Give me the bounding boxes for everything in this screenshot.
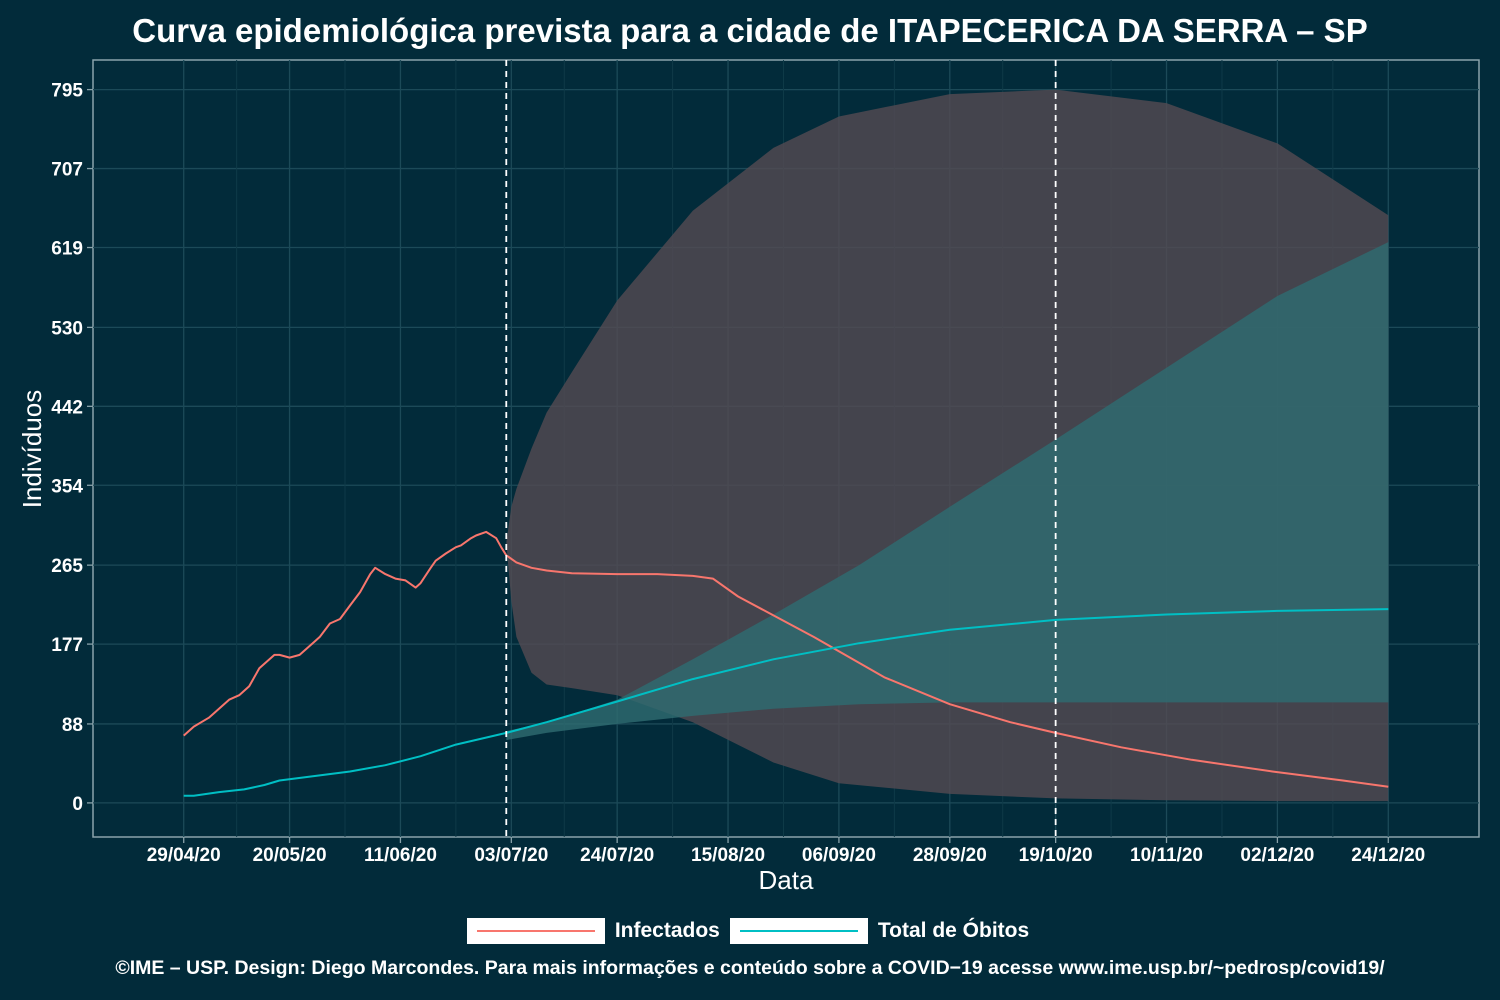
y-axis-title: Indivíduos [17,390,47,509]
x-tick-label: 24/12/20 [1351,845,1425,866]
y-tick-label: 707 [51,160,83,181]
y-tick-label: 0 [72,794,83,815]
line-total-obitos [183,608,1389,797]
x-tick-label: 02/12/20 [1240,845,1314,866]
x-tick-label: 15/08/20 [691,845,765,866]
legend-key-obitos [729,918,868,944]
x-tick-label: 10/11/20 [1130,845,1203,866]
confidence-bands [506,89,1389,802]
x-tick-label: 06/09/20 [802,845,876,866]
legend-label-infectados: Infectados [614,919,720,942]
x-axis-title: Data [759,865,814,895]
y-tick-label: 442 [51,397,83,418]
x-tick-label: 19/10/20 [1019,845,1093,866]
y-tick-label: 530 [51,318,83,339]
series-lines [183,530,1389,797]
y-tick-label: 265 [51,556,83,577]
y-tick-label: 354 [51,476,83,497]
band-total-de-bitos [506,242,1389,741]
legend-key-infectados [466,918,605,944]
legend-item-obitos: Total de Óbitos [729,918,1033,944]
y-tick-label: 619 [51,239,83,260]
y-tick-label: 177 [51,635,83,656]
x-tick-label: 03/07/20 [474,845,548,866]
y-tick-label: 88 [62,715,83,736]
legend-item-infectados: Infectados [466,918,724,944]
x-tick-label: 20/05/20 [253,845,327,866]
chart-title: Curva epidemiológica prevista para a cid… [132,12,1368,49]
line-infectados [183,530,1389,788]
vertical-reference-lines [505,60,1057,837]
y-axis-ticks: 0 88 177 265 354 442 530 619 707 795 [51,81,93,815]
legend: Infectados Total de Óbitos [0,918,1500,944]
x-tick-label: 24/07/20 [580,845,654,866]
caption: ©IME – USP. Design: Diego Marcondes. Par… [115,957,1385,979]
legend-label-obitos: Total de Óbitos [877,919,1030,942]
x-axis-ticks: 29/04/20 20/05/20 11/06/20 03/07/20 24/07/20… [147,837,1425,866]
y-tick-label: 795 [51,81,83,102]
x-tick-label: 28/09/20 [913,845,987,866]
x-tick-label: 11/06/20 [364,845,437,866]
x-tick-label: 29/04/20 [147,845,221,866]
